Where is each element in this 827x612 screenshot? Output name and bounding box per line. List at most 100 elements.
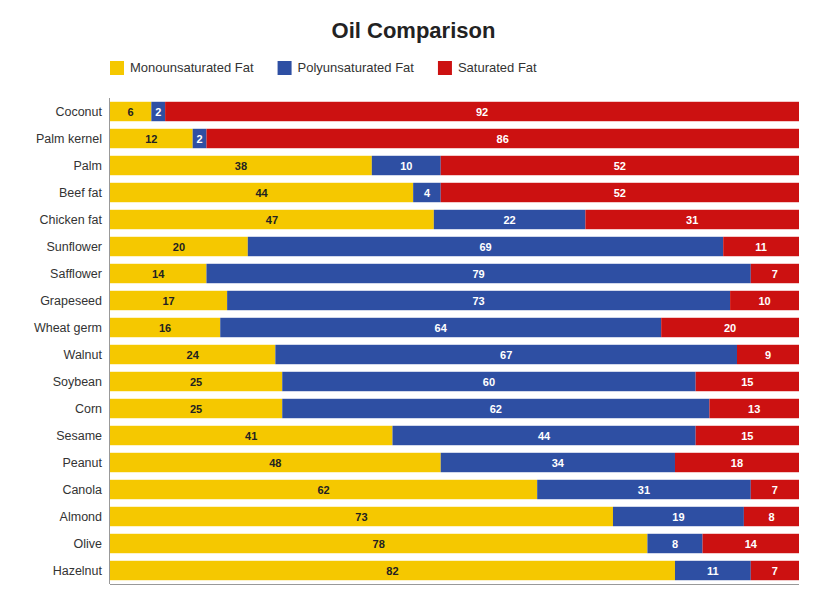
data-label: 2 [155,106,161,118]
bar-segment [709,399,799,418]
category-label: Walnut [64,348,103,362]
bar-segment [585,210,799,229]
data-label: 62 [317,484,329,496]
data-label: 7 [772,268,778,280]
data-label: 62 [490,403,502,415]
data-label: 64 [435,322,448,334]
data-label: 60 [483,376,495,388]
data-label: 38 [235,160,247,172]
title: Oil Comparison [332,18,496,43]
bar-segment [647,534,702,553]
bar-segment [441,183,799,202]
bar-segment [413,183,441,202]
legend-swatch [278,61,292,75]
bar-segment [275,345,737,364]
data-label: 82 [386,565,398,577]
data-label: 25 [190,376,202,388]
bar-segment [220,318,661,337]
bar-segment [110,453,441,472]
bar-segment [110,264,206,283]
bar-segment [282,399,709,418]
bar-segment [248,237,723,256]
category-label: Grapeseed [40,294,102,308]
bar-segment [751,264,799,283]
bar-segment [696,426,799,445]
data-label: 8 [672,538,678,550]
bar-segment [110,480,537,499]
bar-segment [675,561,751,580]
data-label: 25 [190,403,202,415]
data-label: 44 [538,430,551,442]
bar-segment [227,291,730,310]
data-label: 78 [373,538,385,550]
bar-segment [537,480,751,499]
bar-segment [165,102,799,121]
bar-segment [751,480,799,499]
bar-segment [110,129,193,148]
data-label: 10 [400,160,412,172]
data-label: 41 [245,430,257,442]
y-axis-line [109,98,110,584]
y-axis: CoconutPalm kernelPalmBeef fatChicken fa… [34,105,103,578]
bar-segment [110,345,275,364]
data-label: 73 [355,511,367,523]
data-label: 20 [173,241,185,253]
category-label: Olive [74,537,103,551]
data-label: 6 [128,106,134,118]
category-label: Beef fat [59,186,103,200]
bar-segment [110,399,282,418]
bar-segment [110,561,675,580]
chart: Oil ComparisonMonounsaturated FatPolyuns… [0,0,827,612]
bar-segment [110,156,372,175]
bar-segment [441,453,675,472]
bar-segment [737,345,799,364]
category-label: Soybean [53,375,102,389]
category-label: Palm kernel [36,132,102,146]
bars [110,102,799,580]
bar-segment [110,291,227,310]
category-label: Safflower [50,267,102,281]
bar-segment [282,372,695,391]
bar-segment [744,507,799,526]
bar-segment [703,534,799,553]
bar-segment [675,453,799,472]
legend-label: Polyunsaturated Fat [298,60,415,75]
data-label: 11 [707,565,719,577]
bar-segment [751,561,799,580]
bar-segment [151,102,165,121]
data-label: 73 [472,295,484,307]
data-label: 79 [472,268,484,280]
data-label: 12 [145,133,157,145]
data-label: 2 [197,133,203,145]
data-label: 14 [745,538,758,550]
bar-segment [696,372,799,391]
category-label: Almond [60,510,102,524]
bar-segment [613,507,744,526]
data-label: 34 [552,457,565,469]
bar-segment [372,156,441,175]
legend-label: Saturated Fat [458,60,537,75]
bar-segment [110,426,392,445]
bar-segment [206,129,799,148]
x-axis-line [110,584,799,585]
category-label: Peanut [62,456,102,470]
data-label: 14 [152,268,165,280]
data-label: 11 [755,241,767,253]
data-label: 9 [765,349,771,361]
legend-swatch [110,61,124,75]
bar-segment [110,102,151,121]
data-label: 16 [159,322,171,334]
data-label: 48 [269,457,281,469]
data-label: 20 [724,322,736,334]
bar-segment [723,237,799,256]
data-label: 18 [731,457,743,469]
bar-segment [661,318,799,337]
bar-segment [110,237,248,256]
data-label: 44 [255,187,268,199]
data-label: 8 [768,511,774,523]
data-label: 86 [497,133,509,145]
data-label: 10 [758,295,770,307]
category-label: Sunflower [46,240,102,254]
legend-swatch [438,61,452,75]
data-labels: 6292122863810524445247223120691114797177… [128,106,778,577]
